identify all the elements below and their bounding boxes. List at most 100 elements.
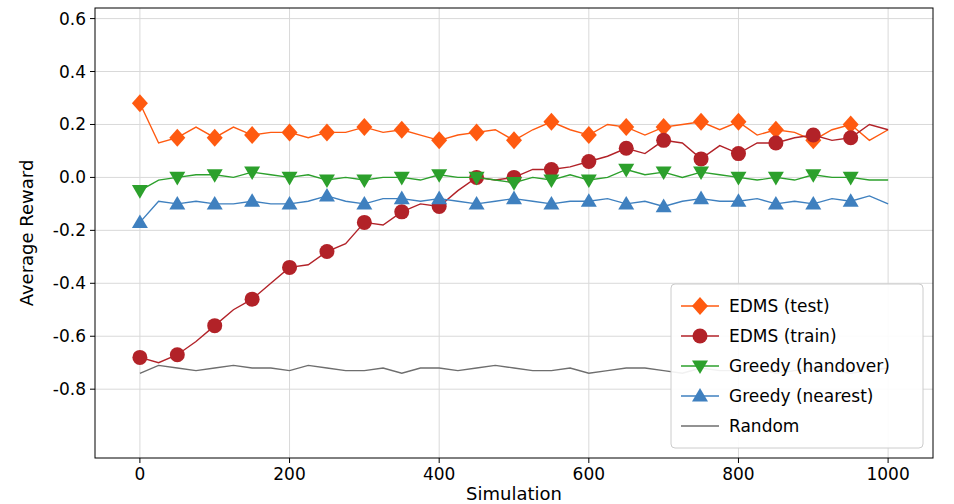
- marker: [805, 196, 821, 210]
- y-axis-label: Average Reward: [16, 160, 37, 307]
- marker: [693, 113, 709, 131]
- marker: [693, 191, 709, 205]
- marker: [282, 260, 297, 275]
- marker: [319, 188, 335, 202]
- marker: [319, 123, 335, 141]
- marker: [619, 141, 634, 156]
- marker: [245, 292, 260, 307]
- tick-label: 0.2: [59, 114, 86, 134]
- tick-mark: [588, 458, 589, 463]
- x-axis-label: Simulation: [466, 483, 562, 504]
- marker: [543, 113, 559, 131]
- marker: [319, 244, 334, 259]
- background: [0, 0, 954, 504]
- legend-marker: [692, 297, 708, 315]
- marker: [431, 169, 447, 183]
- marker: [207, 318, 222, 333]
- marker: [469, 172, 485, 186]
- marker: [207, 129, 223, 147]
- marker: [319, 174, 335, 188]
- marker: [618, 196, 634, 210]
- tick-label: -0.2: [53, 220, 86, 240]
- marker: [656, 199, 672, 213]
- legend-marker: [692, 388, 708, 402]
- marker: [394, 191, 410, 205]
- marker: [506, 191, 522, 205]
- marker: [170, 347, 185, 362]
- marker: [805, 169, 821, 183]
- series: [132, 124, 888, 364]
- marker: [543, 196, 559, 210]
- tick-label: -0.8: [53, 379, 86, 399]
- tick-label: 600: [573, 464, 605, 484]
- tick-mark: [90, 230, 95, 231]
- legend-label: Greedy (handover): [729, 356, 890, 376]
- marker: [169, 196, 185, 210]
- legend: EDMS (test)EDMS (train)Greedy (handover)…: [671, 284, 923, 448]
- grid-line: [95, 124, 933, 125]
- legend-marker: [692, 360, 708, 374]
- tick-mark: [289, 458, 290, 463]
- marker: [656, 167, 672, 181]
- marker: [282, 172, 298, 186]
- marker: [394, 121, 410, 139]
- marker: [356, 196, 372, 210]
- marker: [207, 169, 223, 183]
- marker: [132, 185, 148, 199]
- marker: [581, 193, 597, 207]
- marker: [132, 214, 148, 228]
- marker: [357, 215, 372, 230]
- marker: [656, 133, 671, 148]
- tick-label: 0.4: [59, 62, 86, 82]
- marker: [244, 126, 260, 144]
- tick-label: 400: [423, 464, 455, 484]
- tick-mark: [139, 458, 140, 463]
- marker: [768, 136, 783, 151]
- marker: [207, 196, 223, 210]
- legend-label: EDMS (test): [729, 296, 830, 316]
- grid-line: [439, 8, 440, 458]
- marker: [843, 193, 859, 207]
- marker: [469, 123, 485, 141]
- marker: [356, 174, 372, 188]
- tick-label: 0.0: [59, 167, 86, 187]
- marker: [431, 131, 447, 149]
- marker: [730, 193, 746, 207]
- marker: [618, 164, 634, 178]
- marker: [244, 167, 260, 181]
- marker: [356, 118, 372, 136]
- marker: [618, 118, 634, 136]
- tick-label: 0: [134, 464, 145, 484]
- marker: [694, 151, 709, 166]
- marker: [730, 172, 746, 186]
- series-line: [140, 124, 888, 362]
- plot-data: [132, 94, 888, 373]
- series: [132, 188, 888, 228]
- tick-mark: [90, 283, 95, 284]
- tick-mark: [90, 177, 95, 178]
- grid-line: [95, 230, 933, 231]
- grid-line: [139, 8, 140, 458]
- marker: [282, 123, 298, 141]
- marker: [394, 204, 409, 219]
- legend-label: Random: [729, 416, 799, 436]
- marker: [693, 167, 709, 181]
- marker: [132, 350, 147, 365]
- tick-mark: [888, 458, 889, 463]
- tick-mark: [90, 336, 95, 337]
- tick-label: 0.6: [59, 9, 86, 29]
- marker: [843, 172, 859, 186]
- series: [132, 164, 888, 199]
- marker: [581, 154, 596, 169]
- marker: [394, 172, 410, 186]
- tick-label: -0.6: [53, 326, 86, 346]
- legend-marker: [693, 329, 708, 344]
- tick-mark: [90, 71, 95, 72]
- marker: [506, 177, 522, 191]
- tick-label: 1000: [866, 464, 909, 484]
- marker: [843, 130, 858, 145]
- marker: [768, 196, 784, 210]
- grid-line: [95, 18, 933, 19]
- marker: [731, 146, 746, 161]
- marker: [581, 126, 597, 144]
